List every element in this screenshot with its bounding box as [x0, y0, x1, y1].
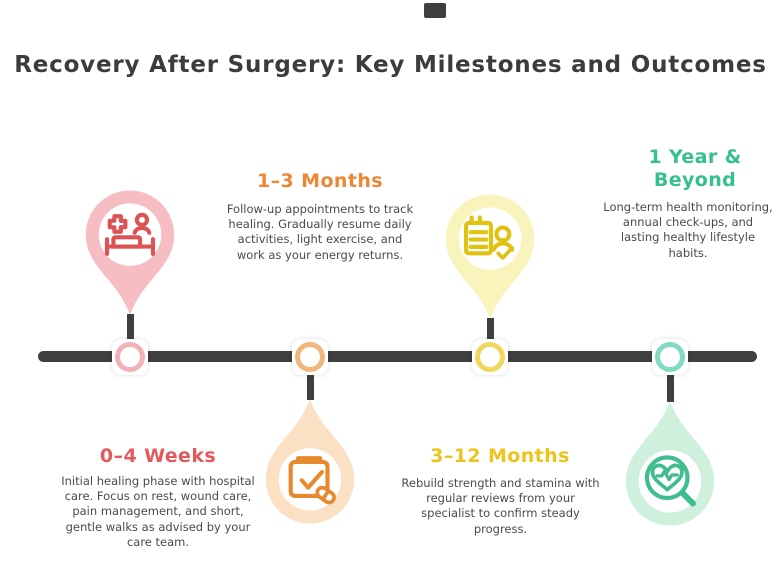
stage-heading: 3–12 Months — [430, 445, 570, 467]
stage-description: Rebuild strength and stamina with regula… — [401, 476, 600, 536]
stage-description: Follow-up appointments to track healing.… — [226, 202, 414, 262]
stage-heading: 1 Year & Beyond — [648, 146, 742, 191]
map-pin — [85, 190, 175, 315]
page-title: Recovery After Surgery: Key Milestones a… — [14, 52, 767, 78]
medical-report-icon — [464, 215, 515, 260]
hospital-bed-icon — [104, 212, 156, 256]
stage-description: Initial healing phase with hospital care… — [61, 474, 255, 549]
stage-heading: 1–3 Months — [257, 170, 383, 192]
stage-description: Long-term health monitoring, annual chec… — [603, 200, 773, 260]
map-pin — [445, 194, 535, 319]
map-pin — [625, 401, 715, 526]
map-pin — [265, 399, 355, 524]
stage-heading: 0–4 Weeks — [99, 445, 217, 467]
pin-connector — [127, 314, 134, 353]
pin-connector — [667, 362, 674, 402]
clipboard-check-icon — [288, 456, 336, 505]
timeline-bar — [38, 351, 757, 362]
stray-mark — [424, 3, 446, 18]
pin-connector — [307, 362, 314, 400]
heart-magnifier-icon — [644, 455, 696, 507]
pin-connector — [487, 318, 494, 353]
